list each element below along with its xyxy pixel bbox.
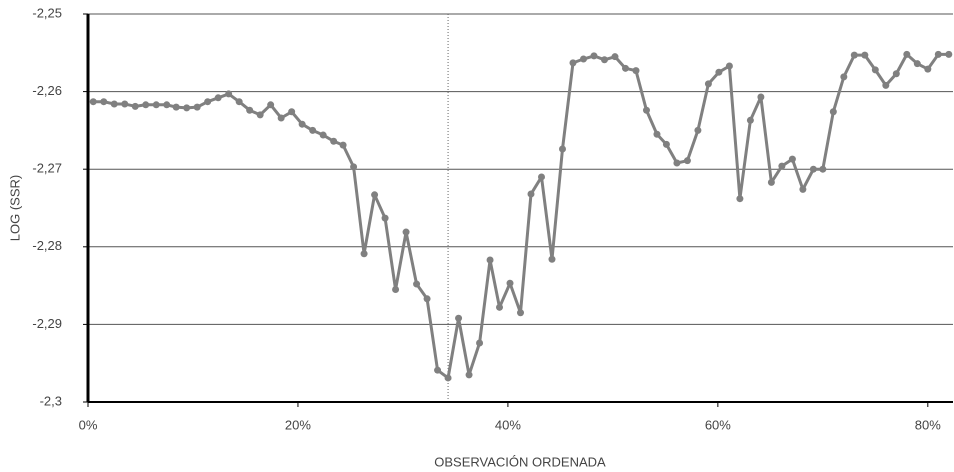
point	[142, 101, 150, 109]
y-tick-label: -2,25	[32, 5, 62, 20]
point	[131, 102, 139, 110]
point	[121, 100, 129, 108]
point	[309, 126, 317, 134]
point	[339, 141, 347, 149]
point	[611, 53, 619, 61]
point	[288, 108, 296, 116]
point	[725, 62, 733, 70]
point	[600, 56, 608, 64]
point	[548, 255, 556, 263]
point	[715, 68, 723, 76]
point	[757, 93, 765, 101]
point	[163, 101, 171, 109]
point	[799, 185, 807, 193]
point	[172, 103, 180, 111]
point	[537, 173, 545, 181]
point	[455, 314, 463, 322]
point	[778, 162, 786, 170]
point	[183, 104, 191, 112]
point	[486, 256, 494, 264]
point	[402, 228, 410, 236]
point	[819, 165, 827, 173]
point	[434, 366, 442, 374]
point	[225, 90, 233, 98]
y-tick-label: -2,26	[32, 83, 62, 98]
point	[110, 100, 118, 108]
point	[903, 50, 911, 58]
point	[330, 137, 338, 145]
point	[517, 309, 524, 317]
point	[100, 98, 108, 106]
point	[527, 190, 535, 198]
point	[476, 339, 484, 347]
x-tick-label: 80%	[915, 417, 941, 432]
y-tick-label: -2,28	[32, 238, 62, 253]
point	[653, 130, 661, 138]
y-axis-label: LOG (SSR)	[7, 175, 22, 241]
point	[214, 94, 222, 102]
point	[704, 80, 712, 88]
point	[746, 116, 754, 124]
point	[632, 67, 640, 75]
point	[871, 66, 879, 74]
point	[277, 114, 285, 122]
point	[423, 295, 431, 303]
point	[246, 106, 254, 114]
point	[840, 73, 848, 81]
point	[945, 50, 953, 58]
point	[736, 195, 744, 203]
point	[892, 70, 900, 78]
y-tick-label: -2,29	[32, 316, 62, 331]
point	[809, 165, 817, 173]
point	[662, 140, 670, 148]
point	[444, 374, 452, 382]
point	[642, 106, 650, 114]
point	[506, 279, 514, 287]
point	[558, 145, 566, 153]
point	[413, 280, 421, 288]
point	[465, 371, 473, 379]
point	[371, 191, 379, 199]
point	[767, 178, 775, 186]
point	[683, 157, 691, 165]
x-axis-label: OBSERVACIÓN ORDENADA	[434, 454, 606, 469]
point	[924, 65, 932, 73]
point	[882, 81, 890, 89]
point	[381, 214, 389, 222]
point	[360, 250, 368, 258]
point	[319, 131, 327, 139]
point	[193, 103, 201, 111]
y-tick-label: -2,27	[32, 161, 62, 176]
x-tick-label: 20%	[285, 417, 311, 432]
point	[913, 60, 921, 68]
point	[267, 101, 275, 109]
y-tick-label: -2,3	[40, 393, 62, 408]
point	[694, 126, 702, 134]
point	[934, 50, 942, 58]
point	[496, 303, 504, 311]
point	[788, 155, 796, 163]
point	[392, 285, 400, 293]
x-tick-label: 0%	[79, 417, 98, 432]
point	[579, 55, 587, 63]
point	[829, 108, 837, 116]
point	[89, 98, 97, 106]
point	[204, 98, 212, 106]
point	[152, 101, 160, 109]
point	[590, 52, 598, 60]
point	[235, 98, 243, 106]
line	[93, 52, 949, 380]
point	[673, 159, 681, 167]
point	[621, 64, 629, 72]
point	[350, 163, 358, 171]
point	[850, 51, 858, 59]
point	[256, 111, 264, 119]
point	[861, 51, 869, 59]
point	[569, 59, 577, 67]
point	[298, 120, 306, 128]
x-tick-label: 40%	[495, 417, 521, 432]
x-tick-label: 60%	[705, 417, 731, 432]
